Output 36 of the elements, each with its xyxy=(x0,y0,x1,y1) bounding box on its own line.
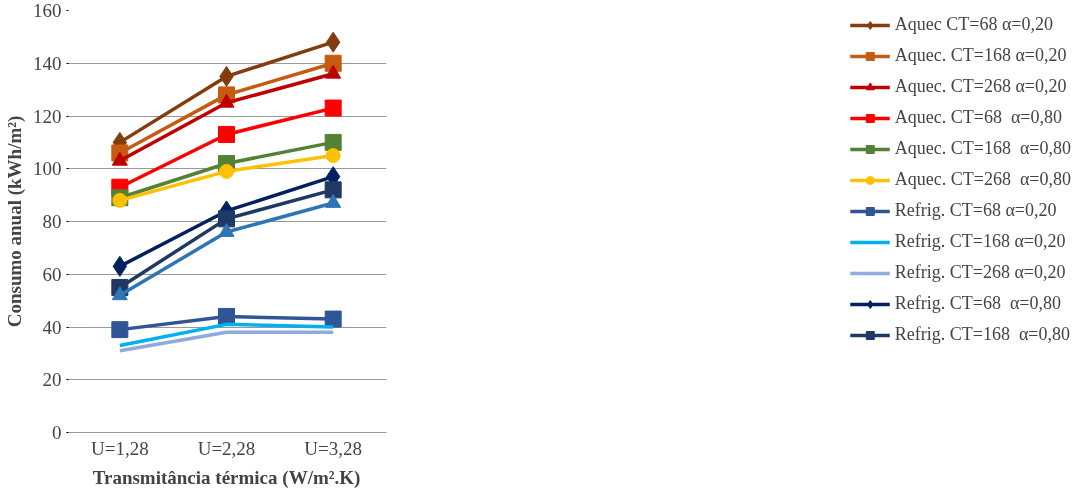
x-tick-label: U=1,28 xyxy=(90,437,149,459)
y-tick-label: 80 xyxy=(42,211,62,232)
y-tick-label: 160 xyxy=(33,0,62,21)
y-tick-label: 140 xyxy=(33,52,62,74)
point xyxy=(218,210,235,228)
legend-label: Aquec. CT=168 α=0,20 xyxy=(894,45,1067,66)
point xyxy=(111,321,129,339)
y-tick-label: 40 xyxy=(42,316,62,338)
x-tick-label: U=3,28 xyxy=(304,437,363,459)
y-tick-label: 100 xyxy=(33,158,62,180)
y-tick-label: 0 xyxy=(52,422,62,443)
point xyxy=(111,286,128,301)
point xyxy=(324,181,342,199)
legend-label: Refrig. CT=268 α=0,20 xyxy=(894,262,1066,283)
point xyxy=(325,148,341,164)
x-tick-label: U=2,28 xyxy=(197,437,256,459)
legend-label: Refrig. CT=168 α=0,80 xyxy=(894,324,1070,345)
legend-label: Aquec. CT=268 α=0,80 xyxy=(894,169,1071,190)
point xyxy=(218,307,235,325)
point xyxy=(324,133,342,151)
point xyxy=(324,99,342,117)
y-tick-label: 60 xyxy=(42,263,62,285)
x-axis-title: Transmitância térmica (W/m².K) xyxy=(92,466,361,489)
legend-label: Refrig. CT=168 α=0,20 xyxy=(894,231,1066,252)
y-tick-label: 20 xyxy=(42,369,62,391)
legend-label: Aquec CT=68 α=0,20 xyxy=(894,14,1053,35)
legend-label: Aquec. CT=268 α=0,20 xyxy=(894,76,1067,97)
legend-label: Refrig. CT=68 α=0,20 xyxy=(894,200,1057,221)
point xyxy=(324,310,342,328)
point xyxy=(219,163,234,179)
point xyxy=(218,125,235,143)
legend-label: Aquec. CT=168 α=0,80 xyxy=(894,138,1071,159)
y-tick-label: 120 xyxy=(33,105,62,127)
legend-label: Refrig. CT=68 α=0,80 xyxy=(894,293,1061,314)
y-axis-title: Consumo anual (kWh/m²) xyxy=(4,115,26,328)
legend-label: Aquec. CT=68 α=0,80 xyxy=(894,107,1062,128)
